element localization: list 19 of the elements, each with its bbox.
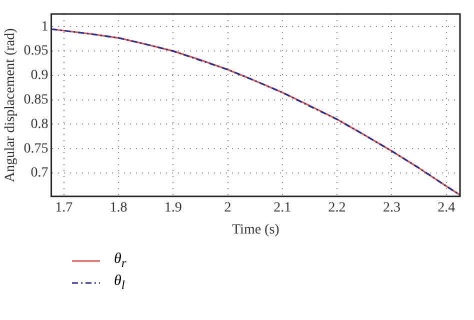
x-tick-label: 2.4	[438, 200, 456, 216]
x-tick-label: 1.8	[110, 200, 128, 216]
x-tick-label: 2.1	[274, 200, 292, 216]
y-tick-label: 0.95	[24, 44, 48, 59]
x-tick-label: 2.2	[328, 200, 346, 216]
legend-label: θ$_{l}$	[114, 273, 125, 293]
legend-label: θ$_{r}$	[114, 251, 126, 271]
y-tick-label: 0.7	[30, 166, 48, 181]
y-tick-label: 0.9	[30, 68, 48, 84]
x-axis-title: Time (s)	[232, 222, 280, 238]
y-axis-title: Angular displacement (rad)	[3, 28, 18, 182]
x-tick-label: 2.3	[382, 200, 400, 216]
x-tick-label: 2	[224, 200, 232, 216]
y-tick-label: 0.75	[24, 141, 48, 156]
x-tick-label: 1.7	[55, 200, 73, 216]
x-tick-label: 1.9	[164, 200, 182, 216]
y-tick-label: 1	[41, 19, 48, 34]
y-tick-label: 0.8	[30, 116, 48, 132]
y-tick-label: 0.85	[24, 92, 48, 108]
